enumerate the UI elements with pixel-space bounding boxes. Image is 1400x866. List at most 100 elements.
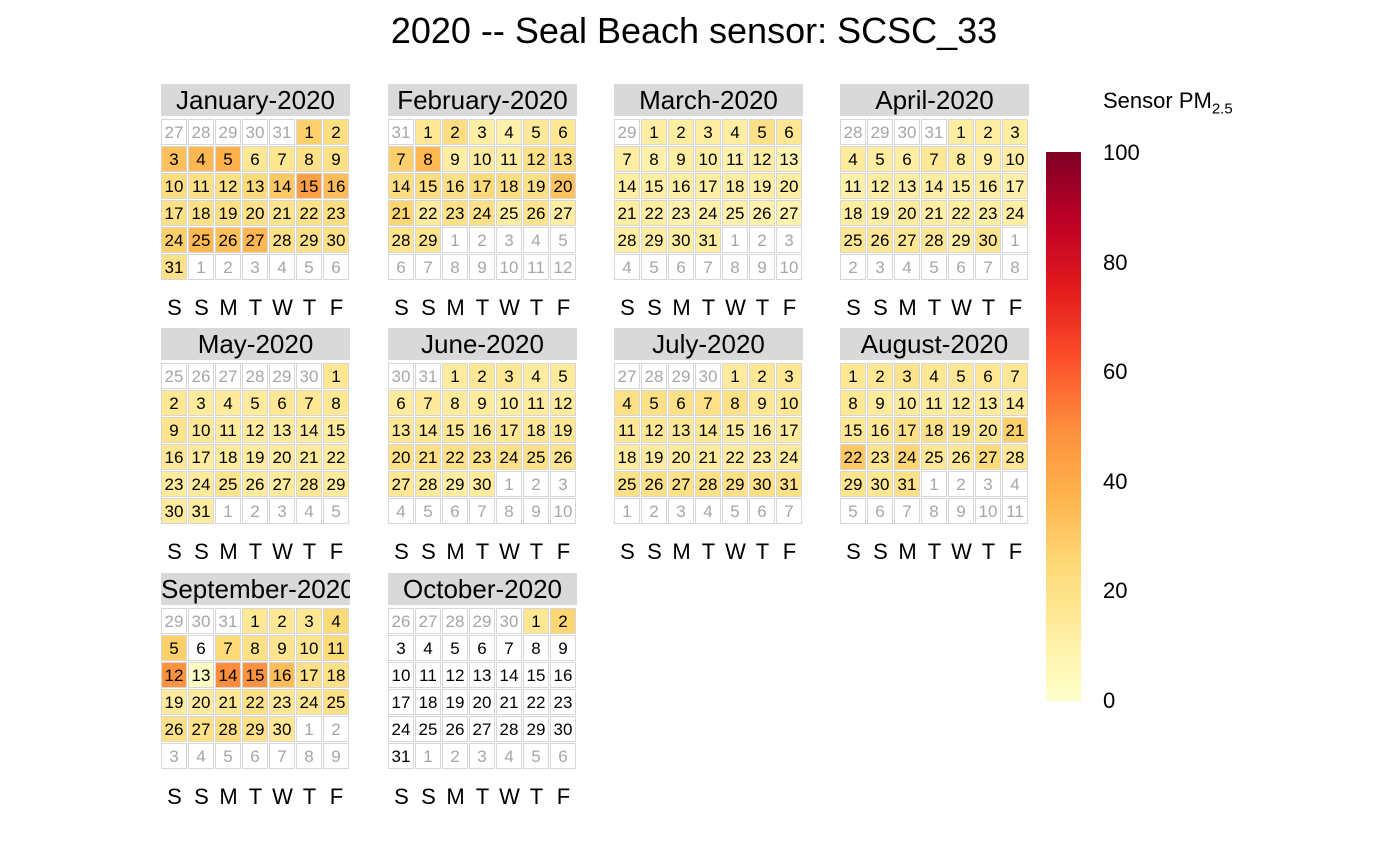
day-cell-outside-month: 29 [161,608,187,634]
day-cell: 15 [840,417,866,443]
day-cell-outside-month: 2 [749,227,775,253]
day-cell: 18 [523,417,549,443]
weekday-label: T [701,295,716,320]
day-cell: 7 [1002,363,1028,389]
day-cell: 4 [215,390,241,416]
day-cell: 2 [867,363,893,389]
weekday-label: T [475,295,490,320]
weekday-label: F [556,295,571,320]
day-cell: 30 [323,227,349,253]
weekday-label: F [556,539,571,564]
day-cell: 30 [975,227,1001,253]
day-cell: 9 [269,635,295,661]
day-cell-outside-month: 1 [296,716,322,742]
day-cell: 20 [668,444,694,470]
day-cell-outside-month: 26 [388,608,414,634]
day-cell: 5 [749,119,775,145]
day-cell: 23 [269,689,295,715]
day-cell: 26 [867,227,893,253]
weekday-label: F [329,784,344,809]
weekday-label: S [194,295,209,320]
day-cell: 14 [415,417,441,443]
day-cell: 15 [242,662,268,688]
weekday-label: S [394,539,409,564]
day-cell: 8 [415,146,441,172]
day-cell: 15 [641,173,667,199]
day-cell: 6 [188,635,214,661]
day-cell: 13 [469,662,495,688]
day-cell: 29 [523,716,549,742]
day-cell: 1 [415,119,441,145]
day-cell: 24 [894,444,920,470]
weekday-label: T [475,784,490,809]
day-cell: 24 [496,444,522,470]
day-cell: 12 [749,146,775,172]
day-cell: 7 [296,390,322,416]
day-cell: 4 [614,390,640,416]
day-cell-outside-month: 3 [975,471,1001,497]
month-label: April-2020 [840,84,1029,116]
day-cell-outside-month: 9 [523,498,549,524]
day-cell: 14 [921,173,947,199]
day-cell: 29 [948,227,974,253]
weekday-label: T [927,539,942,564]
day-cell-outside-month: 5 [840,498,866,524]
weekday-label: T [302,539,317,564]
day-cell: 3 [161,146,187,172]
weekday-label: M [219,295,238,320]
day-cell-outside-month: 30 [695,363,721,389]
day-cell-outside-month: 30 [388,363,414,389]
day-cell: 5 [948,363,974,389]
day-cell: 1 [948,119,974,145]
day-cell: 11 [614,417,640,443]
weekday-label: S [421,539,436,564]
day-cell-outside-month: 4 [269,254,295,280]
day-cell: 15 [722,417,748,443]
day-cell: 15 [323,417,349,443]
day-cell-outside-month: 7 [975,254,1001,280]
day-cell: 19 [215,200,241,226]
weekday-label: S [846,539,861,564]
day-cell: 3 [188,390,214,416]
day-cell: 4 [840,146,866,172]
day-cell: 27 [188,716,214,742]
day-cell: 8 [242,635,268,661]
day-cell: 8 [948,146,974,172]
day-cell: 30 [668,227,694,253]
weekday-label: T [529,784,544,809]
day-cell: 6 [894,146,920,172]
legend-tick-20: 20 [1103,578,1128,603]
day-cell: 12 [242,417,268,443]
day-cell: 12 [550,390,576,416]
day-cell: 23 [550,689,576,715]
day-cell: 29 [840,471,866,497]
day-cell: 24 [776,444,802,470]
day-cell: 3 [695,119,721,145]
day-cell: 25 [323,689,349,715]
day-cell: 16 [867,417,893,443]
day-cell: 16 [161,444,187,470]
day-cell-outside-month: 4 [496,743,522,769]
day-cell: 26 [161,716,187,742]
month-label: September-2020 [161,573,350,605]
day-cell: 25 [523,444,549,470]
day-cell: 6 [776,119,802,145]
day-cell-outside-month: 12 [550,254,576,280]
day-cell: 18 [496,173,522,199]
day-cell: 25 [215,471,241,497]
weekday-label: M [446,295,465,320]
month-label: May-2020 [161,328,350,360]
day-cell: 17 [388,689,414,715]
day-cell: 18 [921,417,947,443]
day-cell: 19 [161,689,187,715]
day-cell: 6 [469,635,495,661]
day-cell: 11 [188,173,214,199]
day-cell-outside-month: 7 [894,498,920,524]
day-cell: 8 [722,390,748,416]
day-cell-outside-month: 1 [1002,227,1028,253]
weekday-label: T [981,295,996,320]
day-cell-outside-month: 29 [614,119,640,145]
day-cell-outside-month: 11 [523,254,549,280]
day-cell: 31 [695,227,721,253]
day-cell-outside-month: 29 [269,363,295,389]
